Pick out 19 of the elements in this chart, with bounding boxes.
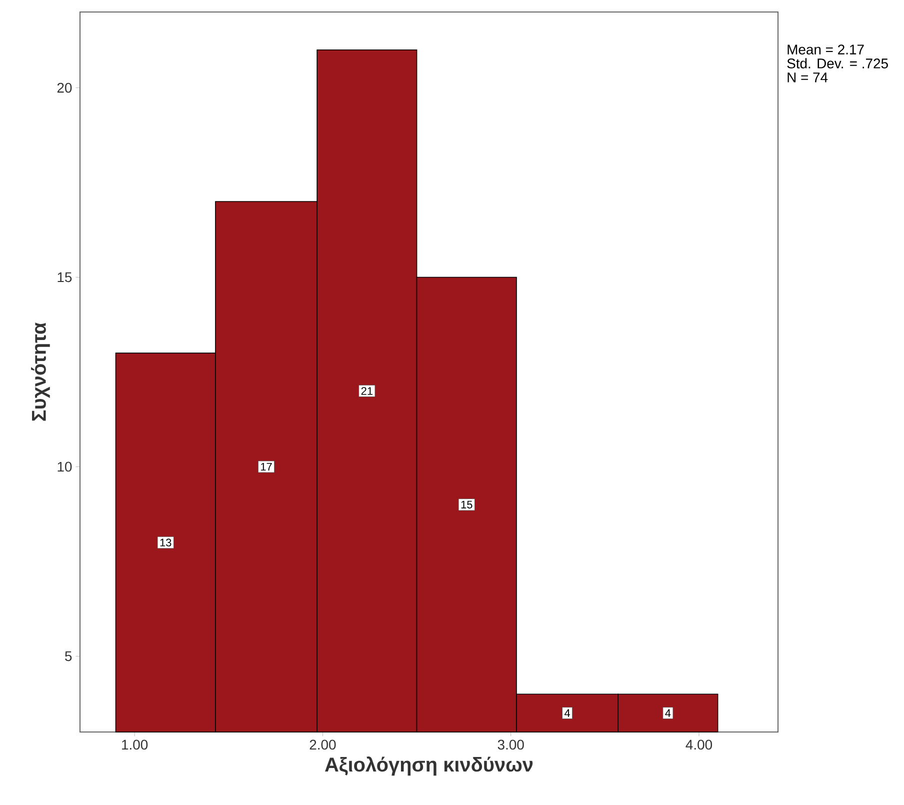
- data-label: 21: [361, 387, 372, 395]
- text: Mean = 2.17: [788, 44, 864, 54]
- data-label: 4: [564, 709, 570, 717]
- x-axis-title: Αξιολόγηση κινδύνων: [325, 756, 533, 776]
- y-tick-label: 5: [65, 651, 72, 662]
- y-tick-label: 15: [58, 272, 72, 282]
- data-label: 4: [665, 709, 671, 717]
- x-tick-label: 1.00: [122, 740, 148, 750]
- text: N = 74: [788, 72, 828, 82]
- x-tick-label: 4.00: [686, 740, 712, 750]
- y-axis-title: Συχνότητα: [31, 322, 50, 421]
- y-tick-label: 20: [57, 82, 72, 93]
- data-label: 13: [160, 538, 172, 546]
- data-label: 15: [461, 500, 472, 508]
- data-label: 17: [260, 462, 272, 471]
- x-tick-label: 2.00: [310, 740, 336, 750]
- x-tick-label: 3.00: [498, 740, 524, 750]
- y-tick-label: 10: [58, 462, 72, 472]
- text: Std. Dev. = .725: [787, 58, 888, 68]
